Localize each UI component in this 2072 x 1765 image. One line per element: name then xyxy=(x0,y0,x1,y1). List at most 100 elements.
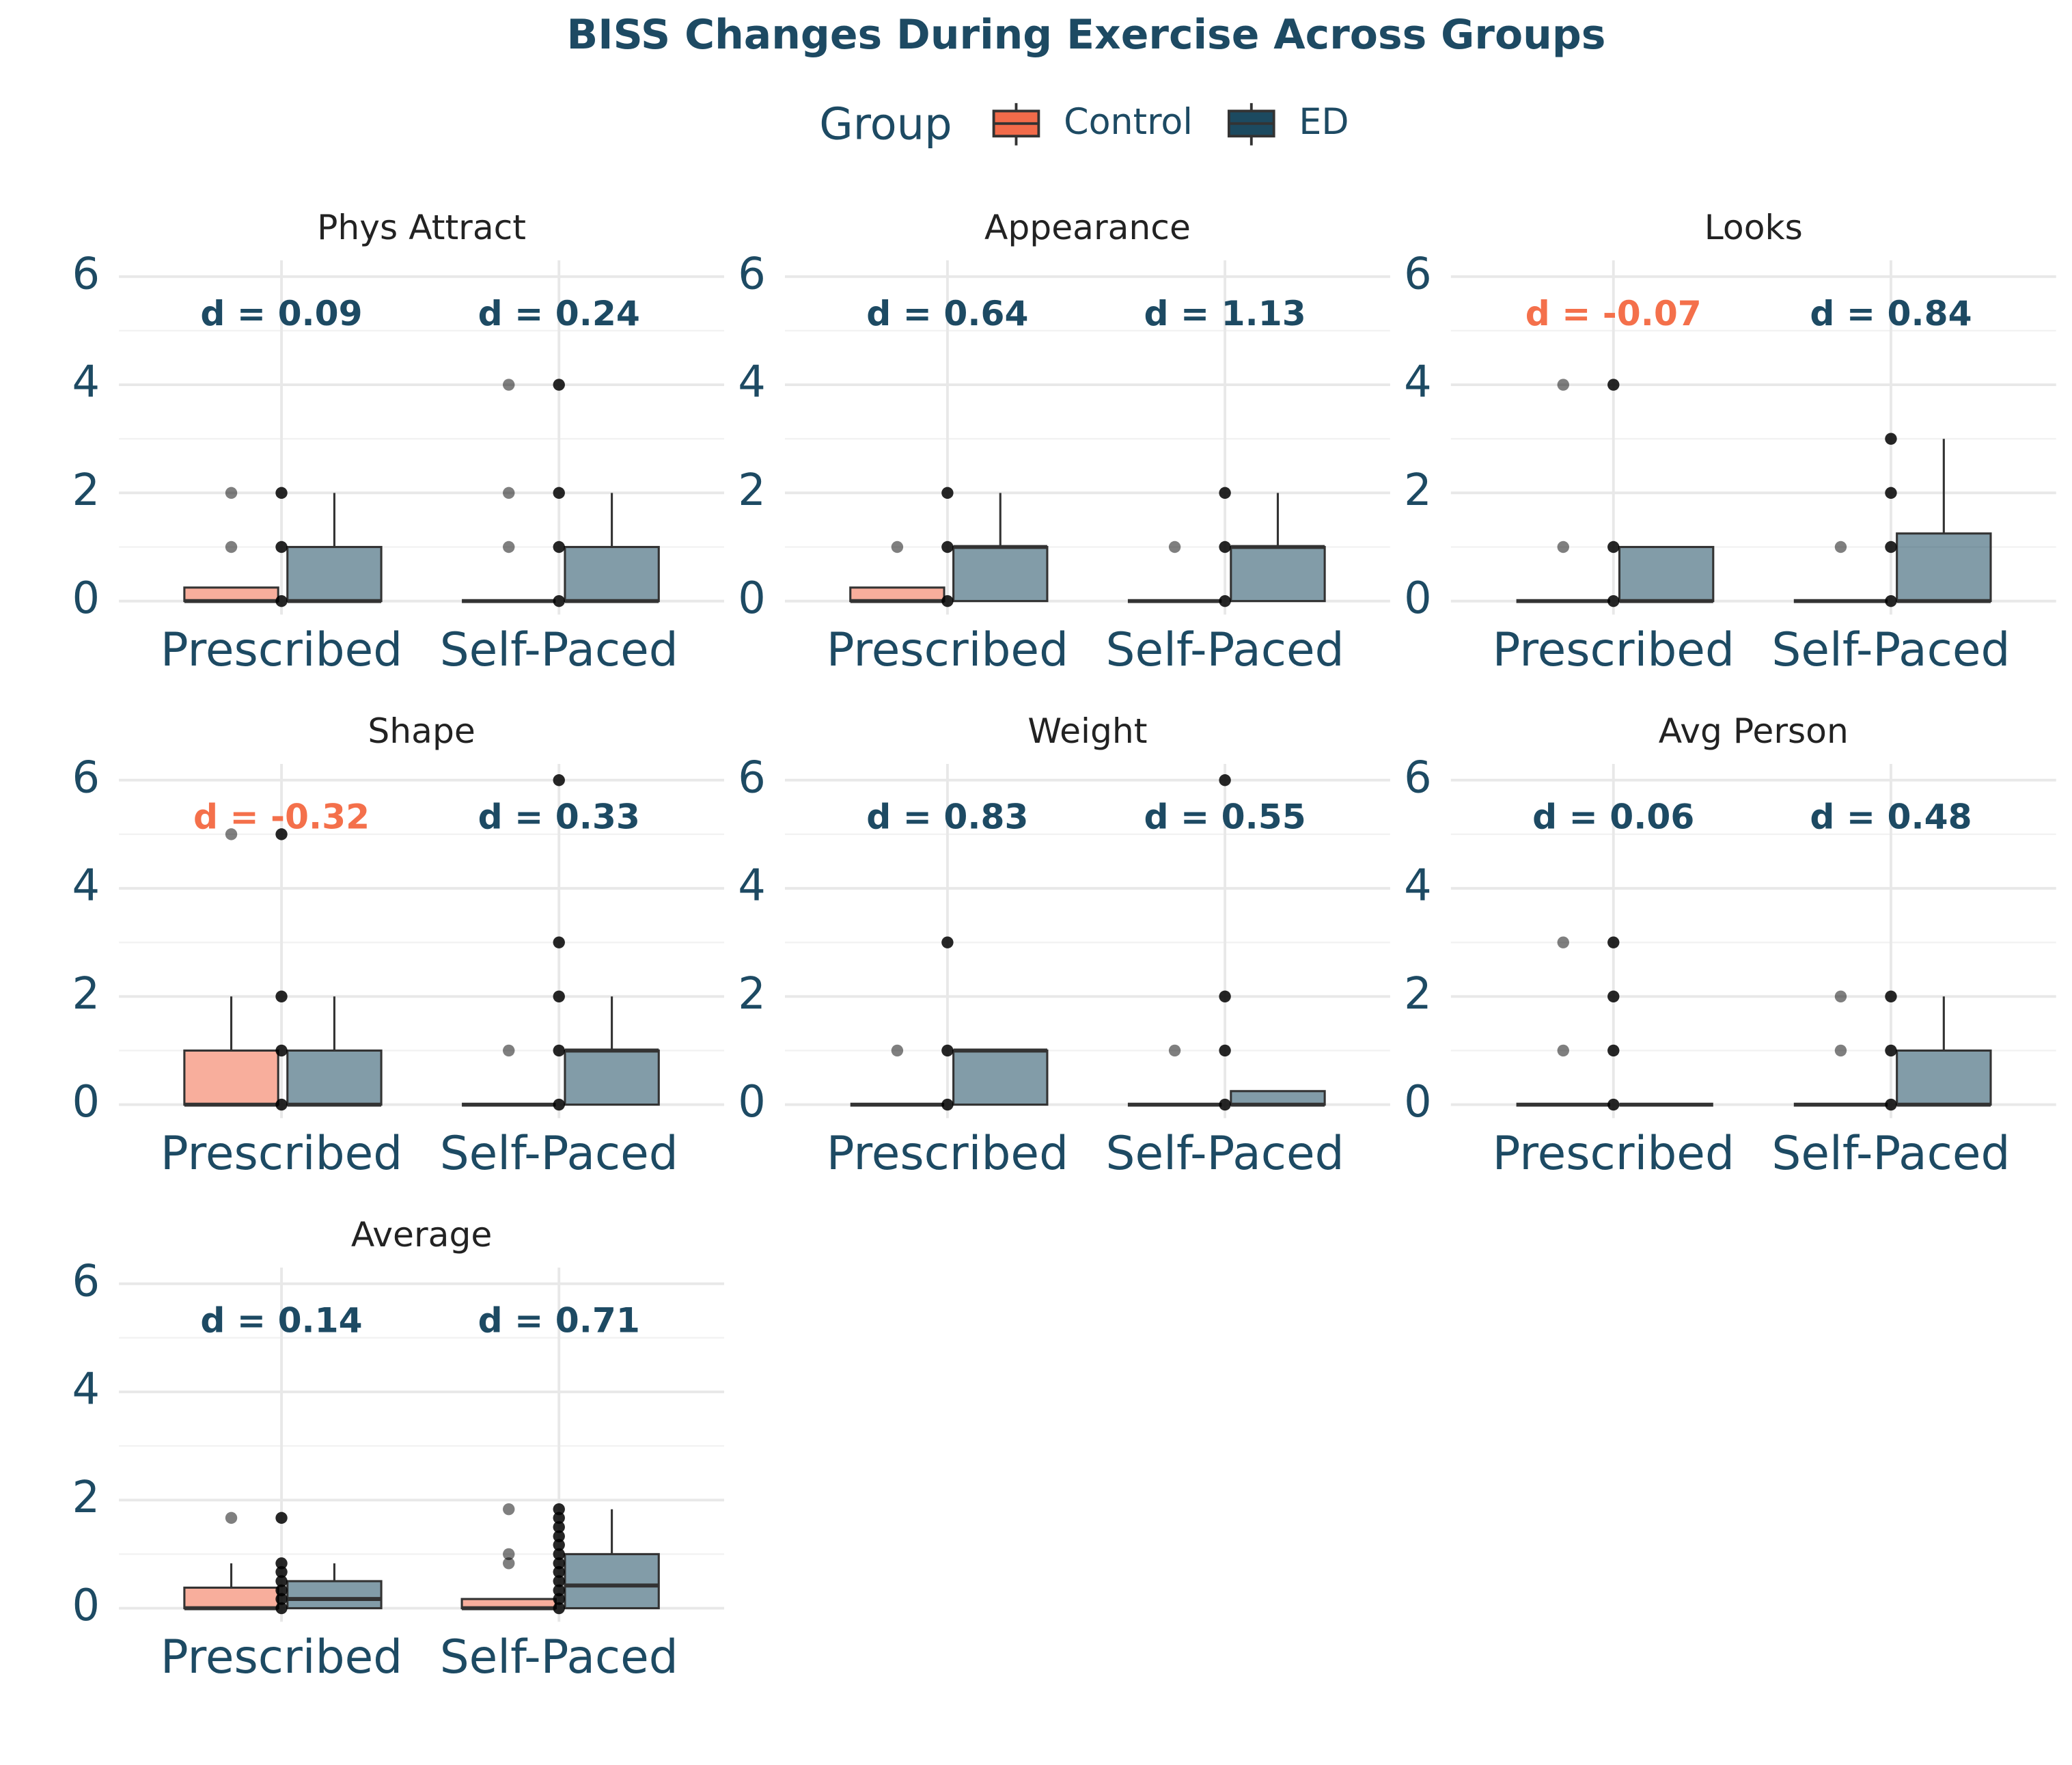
point xyxy=(225,1511,238,1524)
point xyxy=(275,1557,288,1570)
effect-label: d = 0.84 xyxy=(1810,293,1972,333)
x-tick-label: Prescribed xyxy=(1493,1126,1735,1180)
point xyxy=(1219,594,1231,607)
facet-title: Weight xyxy=(1027,711,1147,751)
effect-label: d = 0.24 xyxy=(478,293,640,333)
point xyxy=(941,1098,954,1111)
y-tick-label: 2 xyxy=(72,465,100,516)
point xyxy=(1885,541,1897,553)
point xyxy=(1885,1098,1897,1111)
y-tick-label: 2 xyxy=(738,465,766,516)
point xyxy=(553,1539,565,1551)
point xyxy=(275,1511,288,1524)
point xyxy=(1885,487,1897,500)
effect-label: d = 0.06 xyxy=(1532,797,1694,837)
box xyxy=(564,1552,660,1610)
point xyxy=(553,936,565,948)
effect-label: d = 0.33 xyxy=(478,797,640,837)
effect-label: d = 1.13 xyxy=(1144,293,1306,333)
y-tick-label: 2 xyxy=(1404,465,1432,516)
point xyxy=(1607,936,1620,948)
point xyxy=(553,1503,565,1516)
point xyxy=(1557,936,1569,948)
point xyxy=(553,1098,565,1111)
y-tick-label: 6 xyxy=(738,249,766,299)
point xyxy=(1834,1044,1847,1057)
point xyxy=(553,594,565,607)
point xyxy=(275,828,288,840)
point xyxy=(275,1584,288,1597)
point xyxy=(553,1593,565,1605)
box xyxy=(183,586,279,603)
legend-label: Control xyxy=(1064,102,1193,143)
box xyxy=(286,1580,383,1610)
x-tick-label: Prescribed xyxy=(1493,622,1735,676)
point xyxy=(503,1503,515,1516)
facet-title: Looks xyxy=(1704,207,1803,247)
x-tick-label: Self-Paced xyxy=(1771,622,2010,676)
effect-label: d = 0.14 xyxy=(200,1300,362,1341)
x-tick-label: Self-Paced xyxy=(1771,1126,2010,1180)
x-tick-label: Prescribed xyxy=(827,1126,1068,1180)
point xyxy=(503,487,515,500)
facet-title: Appearance xyxy=(984,207,1191,247)
point xyxy=(225,487,238,500)
x-tick-label: Self-Paced xyxy=(1106,622,1344,676)
point xyxy=(275,1565,288,1578)
point xyxy=(941,1044,954,1057)
box xyxy=(1230,1090,1326,1106)
point xyxy=(553,379,565,391)
point xyxy=(275,1593,288,1605)
chart-title: BISS Changes During Exercise Across Grou… xyxy=(567,11,1606,59)
y-tick-label: 0 xyxy=(72,573,100,624)
point xyxy=(275,541,288,553)
point xyxy=(1168,541,1181,553)
box xyxy=(952,545,1049,603)
point xyxy=(503,379,515,391)
point xyxy=(275,1044,288,1057)
point xyxy=(1607,594,1620,607)
point xyxy=(225,541,238,553)
point xyxy=(1557,541,1569,553)
box xyxy=(564,545,660,603)
point xyxy=(1885,594,1897,607)
y-tick-label: 4 xyxy=(72,357,100,408)
box xyxy=(1230,545,1326,603)
point xyxy=(553,1584,565,1597)
effect-label: d = -0.07 xyxy=(1525,293,1702,333)
y-tick-label: 4 xyxy=(72,1365,100,1415)
point xyxy=(1607,541,1620,553)
y-tick-label: 6 xyxy=(72,249,100,299)
point xyxy=(275,1575,288,1587)
point xyxy=(553,1565,565,1578)
point xyxy=(553,1548,565,1561)
y-tick-label: 0 xyxy=(738,573,766,624)
x-tick-label: Self-Paced xyxy=(440,1126,678,1180)
point xyxy=(941,487,954,500)
point xyxy=(275,1098,288,1111)
y-tick-label: 4 xyxy=(738,357,766,408)
point xyxy=(1219,1044,1231,1057)
point xyxy=(1885,433,1897,445)
facet-title: Avg Person xyxy=(1659,711,1849,751)
y-tick-label: 0 xyxy=(72,1077,100,1127)
point xyxy=(553,487,565,500)
point xyxy=(1885,1044,1897,1057)
point xyxy=(1219,541,1231,553)
point xyxy=(1219,990,1231,1003)
x-tick-label: Prescribed xyxy=(161,1126,402,1180)
box xyxy=(1896,1049,1992,1106)
point xyxy=(1219,1098,1231,1111)
point xyxy=(1834,541,1847,553)
y-tick-label: 2 xyxy=(72,969,100,1020)
x-tick-label: Prescribed xyxy=(161,622,402,676)
box xyxy=(849,586,945,603)
point xyxy=(1557,379,1569,391)
x-tick-label: Prescribed xyxy=(827,622,1068,676)
point xyxy=(553,1602,565,1615)
point xyxy=(553,1044,565,1057)
point xyxy=(1607,379,1620,391)
y-tick-label: 4 xyxy=(1404,357,1432,408)
point xyxy=(503,1044,515,1057)
